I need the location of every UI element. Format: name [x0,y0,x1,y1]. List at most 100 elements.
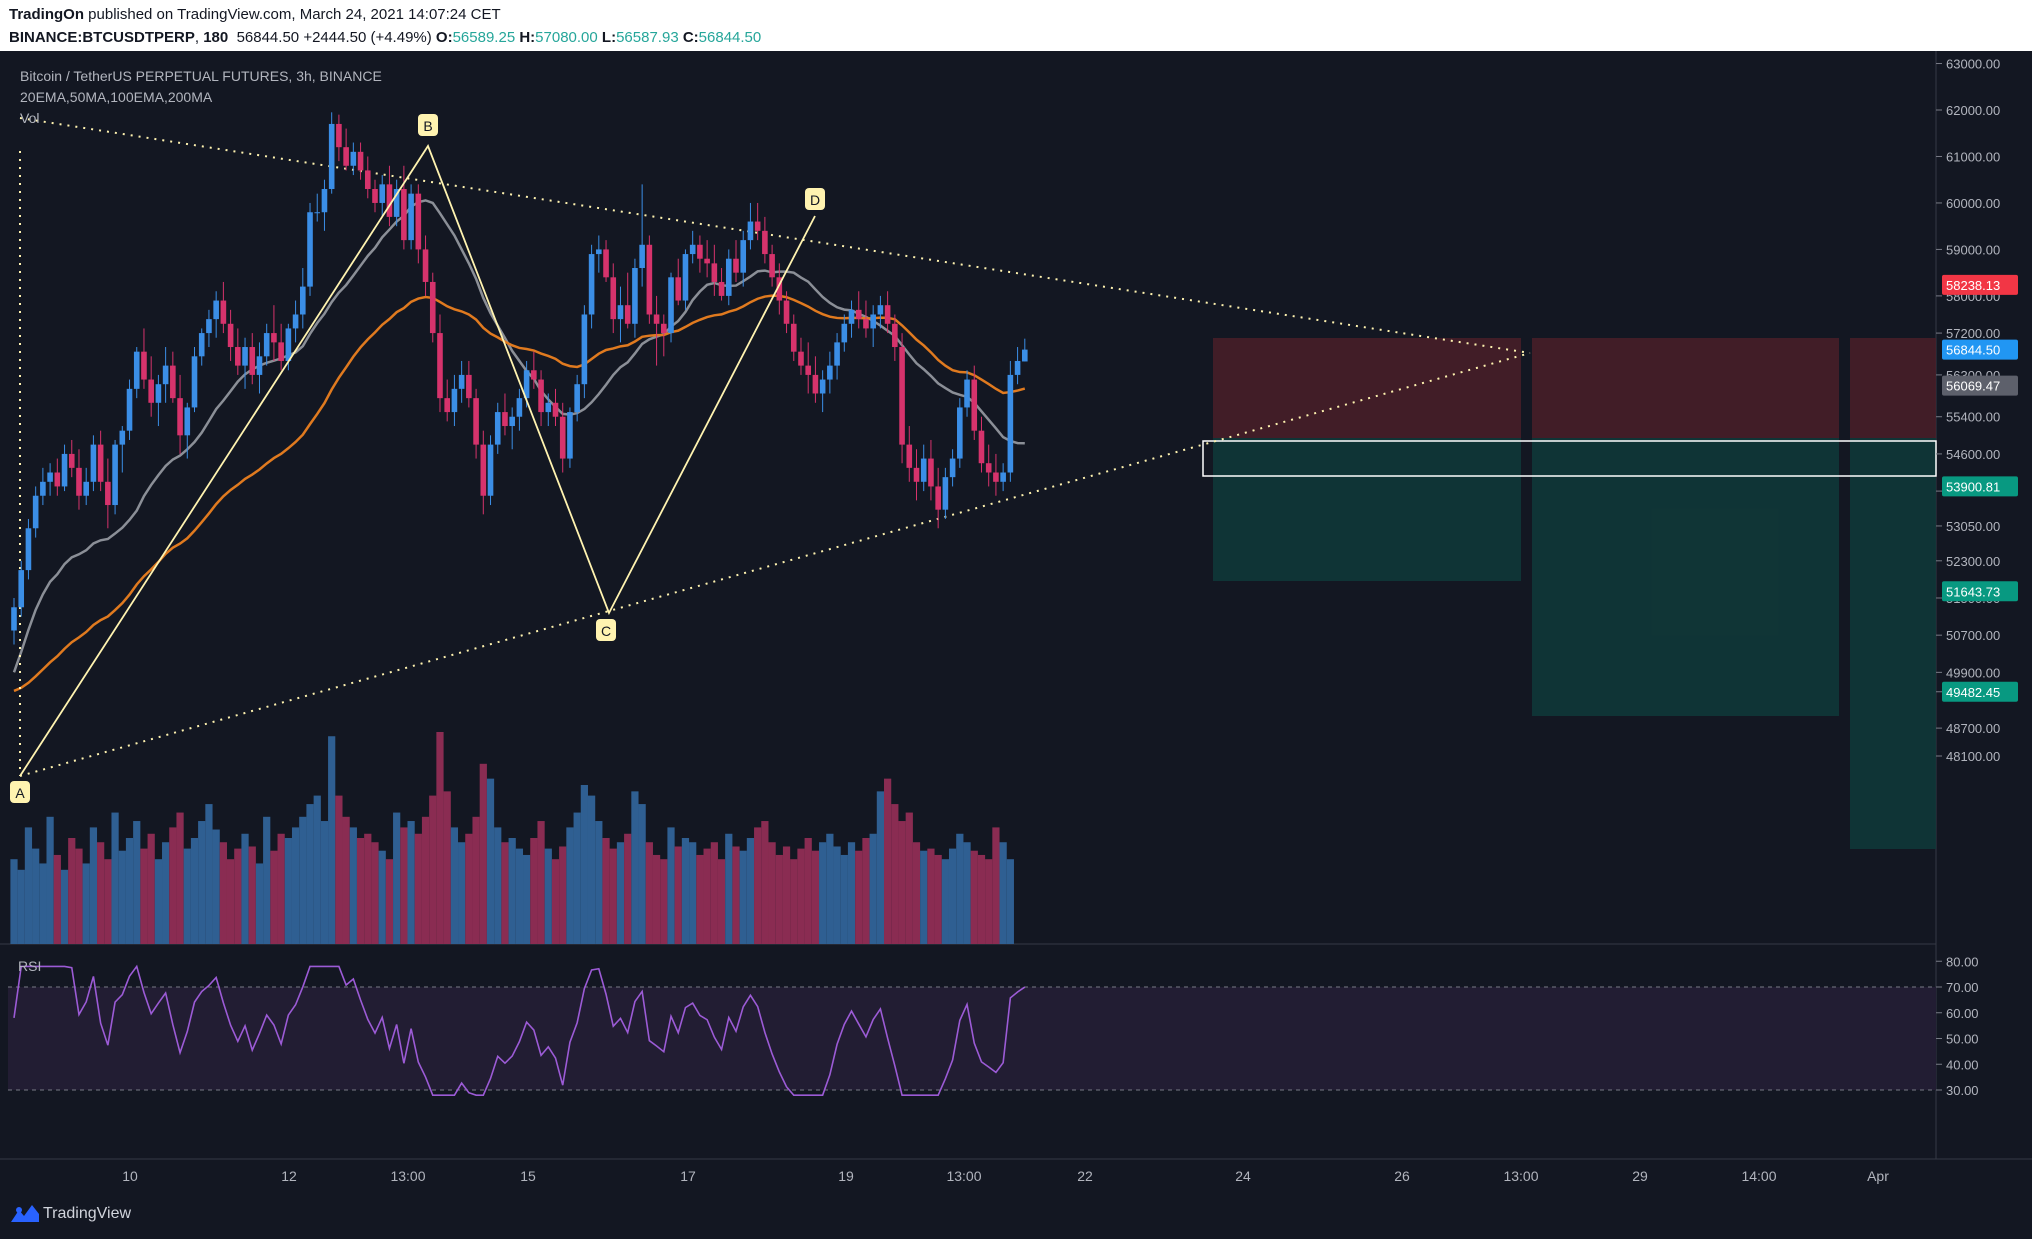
volume-bar [811,850,820,944]
point-d-marker[interactable] [805,188,825,210]
candle-body [754,221,761,231]
volume-bar [602,838,610,944]
candle-body [357,151,364,171]
volume-bar [479,763,487,944]
ma-legend[interactable]: 20EMA,50MA,100EMA,200MA [20,89,213,105]
volume-bar [255,863,264,944]
volume-bar [725,833,733,944]
candle-body [451,388,458,413]
entry-box[interactable] [1202,440,1937,477]
volume-bar [985,859,993,944]
candle-body [819,379,826,394]
chart-area[interactable]: A B C D Bitcoin / TetherUS PERPETUAL FUT… [0,51,2032,1189]
target-zone-1[interactable] [1213,438,1521,581]
upper-trendline[interactable] [19,117,1531,354]
candle-body [870,314,876,329]
candle-body [119,430,126,445]
vol-legend[interactable]: Vol [20,110,39,126]
point-a-label: A [15,785,25,801]
candle-body [704,258,710,264]
volume-bar [797,848,805,944]
abcd-pattern[interactable]: A B C D [10,114,825,803]
point-a-marker[interactable] [10,781,30,803]
volume-bar [934,854,942,944]
price-label: 49482.45 [1946,685,2000,700]
point-c-marker[interactable] [596,619,616,641]
candle-body [256,356,263,375]
volume-bar [833,846,841,944]
candle-body [942,477,949,510]
candle-body [610,277,617,320]
rsi-tick-label: 40.00 [1946,1057,1979,1072]
volume-bar [819,842,827,944]
stop-zone-3[interactable] [1850,338,1936,438]
time-tick-label: 15 [520,1168,536,1184]
volume-bar [970,850,978,944]
volume-bar [977,854,986,944]
candle-body [1014,360,1021,375]
volume-bar [768,842,776,944]
volume-bar [508,838,516,944]
candle-body [112,444,118,506]
volume-bar [328,736,336,944]
stop-zone-1[interactable] [1213,338,1521,438]
candle-body [40,481,46,496]
candle-body [76,467,82,496]
candle-body [47,472,53,482]
tradingview-logo-icon[interactable] [10,1202,40,1224]
volume-bar [133,821,141,944]
time-tick-label: 24 [1235,1168,1251,1184]
abcd-lines[interactable] [19,144,816,777]
time-axis[interactable]: 10 12 13:00 15 17 19 13:00 22 24 26 13:00 29 14:00 Ap… [122,1168,1889,1184]
volume-bar [104,859,112,944]
volume-bar [732,846,740,944]
time-tick-label: 17 [680,1168,696,1184]
volume-bar [876,791,885,944]
volume-bar [956,833,964,944]
price-label: 58238.13 [1946,278,2000,293]
price-tick-label: 61000.00 [1946,149,2000,164]
target-zone-3[interactable] [1850,438,1936,849]
volume-bar [595,821,603,944]
candle-body [429,281,436,334]
volume-bar [97,842,105,944]
candle-body [559,416,566,459]
price-label: 53900.81 [1946,479,2000,494]
target-zone-2[interactable] [1532,438,1839,716]
volume-bar [573,812,581,944]
price-chart[interactable]: A B C D Bitcoin / TetherUS PERPETUAL FUT… [0,51,2032,1189]
point-b-marker[interactable] [418,114,438,136]
rsi-line[interactable] [13,964,1026,1096]
footer: TradingView [0,1189,2032,1239]
volume-bar [746,838,755,944]
candle-body [899,347,905,445]
trendlines[interactable] [19,117,1531,777]
rsi-axis[interactable]: 80.00 70.00 60.00 50.00 40.00 30.00 [1936,954,1979,1098]
volume-bar [761,821,769,944]
candle-body [1000,472,1006,482]
volume-bar [689,842,697,944]
volume-bar [847,842,856,944]
footer-brand[interactable]: TradingView [43,1205,132,1222]
volume-bar [609,848,617,944]
close-label: C: [682,29,699,46]
candle-body [646,244,653,315]
candle-body [863,319,869,329]
position-tools[interactable] [1202,338,1937,849]
stop-zone-2[interactable] [1532,338,1839,438]
volume-bar [472,816,480,944]
volume-bar [580,785,588,944]
candle-body [834,342,840,366]
candle-body [191,356,198,408]
volume-bar [385,859,394,944]
candle-body [314,212,321,214]
rsi-legend[interactable]: RSI [18,958,41,974]
price-tick-label: 60000.00 [1946,196,2000,211]
symbol-legend[interactable]: Bitcoin / TetherUS PERPETUAL FUTURES, 3h… [20,68,382,84]
lower-trendline[interactable] [19,352,1531,777]
volume-bar [530,838,538,944]
candle-body [509,416,515,427]
price-tick-label: 48100.00 [1946,749,2000,764]
author-name[interactable]: TradingOn [9,6,84,23]
volume-bar [638,804,646,944]
